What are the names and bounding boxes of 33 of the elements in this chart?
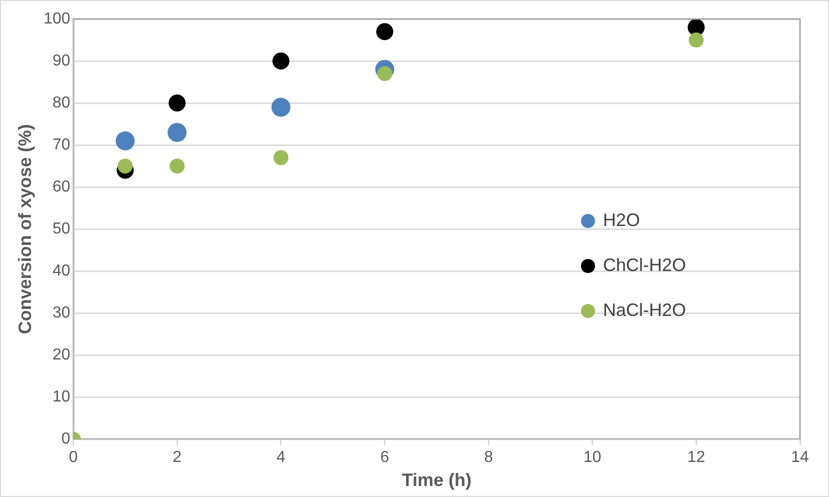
- y-tick-label: 100: [44, 10, 70, 28]
- point: [688, 32, 704, 48]
- x-tick-label: 4: [276, 449, 286, 466]
- y-tick-label: 80: [52, 94, 70, 112]
- legend-label: NaCl-H2O: [603, 300, 686, 321]
- point: [376, 23, 394, 40]
- x-axis-title: Time (h): [402, 470, 472, 490]
- point: [116, 131, 135, 150]
- y-tick-label: 60: [52, 178, 70, 196]
- x-tick-label: 8: [484, 449, 494, 466]
- point: [170, 158, 185, 174]
- point: [168, 94, 186, 112]
- x-tick-label: 12: [687, 449, 706, 466]
- y-tick-label: 90: [52, 52, 70, 70]
- point: [273, 150, 288, 166]
- x-tick-label: 2: [172, 449, 182, 466]
- y-tick-label: 40: [52, 262, 70, 280]
- point: [168, 122, 187, 142]
- x-tick-label: 6: [380, 449, 390, 466]
- point: [118, 158, 133, 174]
- legend-label: H2O: [603, 210, 640, 231]
- y-tick-label: 0: [61, 430, 70, 448]
- legend-label: ChCl-H2O: [603, 255, 686, 276]
- point: [272, 52, 290, 70]
- x-tick-label: 10: [583, 449, 602, 466]
- y-tick-label: 20: [52, 346, 70, 364]
- x-tick-label: 14: [791, 449, 809, 466]
- y-tick-label: 70: [52, 136, 70, 154]
- y-tick-label: 50: [52, 220, 70, 238]
- y-tick-label: 10: [52, 388, 70, 406]
- point: [271, 98, 290, 117]
- y-tick-label: 30: [52, 304, 70, 322]
- y-axis-title: Conversion of xyose (%): [14, 124, 35, 334]
